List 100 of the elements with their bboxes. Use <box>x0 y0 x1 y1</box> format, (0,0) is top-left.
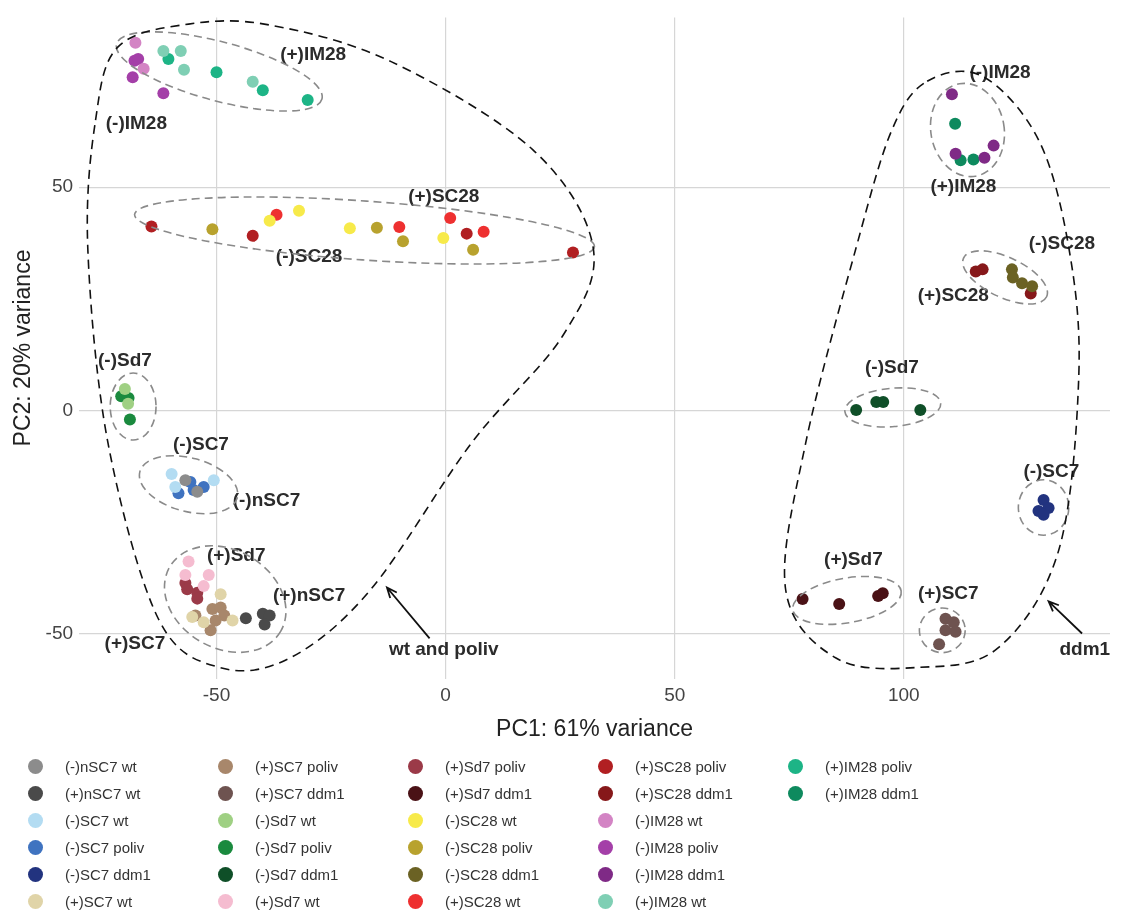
annotation: (-)SC28 <box>1028 231 1096 253</box>
point <box>978 151 991 164</box>
point <box>214 588 227 601</box>
annotation: (-)Sd7 <box>864 355 919 377</box>
point <box>179 568 192 581</box>
annotation: (+)IM28 <box>930 174 997 196</box>
point <box>206 223 219 236</box>
x-axis-title: PC1: 61% variance <box>496 714 693 741</box>
annotation: (+)SC28 <box>408 184 480 206</box>
legend-label: (-)nSC7 wt <box>65 758 137 775</box>
legend-label: (+)IM28 poliv <box>825 758 913 775</box>
point <box>157 44 170 57</box>
point <box>460 227 473 240</box>
legend-label: (+)SC28 ddm1 <box>635 785 733 802</box>
annotation: (+)IM28 <box>280 43 347 65</box>
legend-label: (+)SC28 wt <box>445 893 521 910</box>
point <box>182 555 195 568</box>
annotation: (-)IM28 <box>105 111 167 133</box>
annotation: (-)IM28 <box>969 61 1031 83</box>
legend-label: (-)Sd7 poliv <box>255 839 332 856</box>
point <box>477 225 490 238</box>
point <box>949 147 962 160</box>
point <box>933 638 946 651</box>
y-axis-title: PC2: 20% variance <box>9 249 36 447</box>
legend-label: (+)Sd7 poliv <box>445 758 526 775</box>
legend-label: (+)IM28 wt <box>635 893 707 910</box>
point <box>197 616 210 629</box>
point <box>370 221 383 234</box>
legend-label: (+)Sd7 ddm1 <box>445 785 533 802</box>
point <box>132 52 145 65</box>
point <box>246 229 259 242</box>
point <box>444 211 457 224</box>
point <box>177 63 190 76</box>
annotation: (+)SC7 <box>104 631 166 653</box>
point <box>393 220 406 233</box>
point <box>976 263 989 276</box>
x-tick-label: 0 <box>440 684 451 706</box>
point <box>263 214 276 227</box>
annotation: (+)Sd7 <box>206 543 266 565</box>
point <box>202 568 215 581</box>
point <box>876 587 889 600</box>
annotation: (-)nSC7 <box>232 488 301 510</box>
legend-label: (-)SC7 poliv <box>65 839 145 856</box>
point <box>123 413 136 426</box>
annotation: (+)SC7 <box>917 582 979 604</box>
point <box>191 485 204 498</box>
legend-label: (+)SC7 ddm1 <box>255 785 345 802</box>
legend-label: (+)SC7 wt <box>65 893 133 910</box>
point <box>256 84 269 97</box>
point <box>967 153 980 166</box>
point <box>467 243 480 256</box>
point <box>118 383 131 396</box>
y-tick-label: 50 <box>51 175 74 197</box>
annotation: (+)Sd7 <box>824 548 883 570</box>
annotation: (+)SC28 <box>917 284 989 306</box>
point <box>987 139 1000 152</box>
point <box>1026 280 1039 293</box>
legend-label: (-)SC28 poliv <box>445 839 533 856</box>
point <box>945 88 958 101</box>
legend-label: (-)SC28 ddm1 <box>445 866 540 883</box>
point <box>949 117 962 130</box>
legend-label: (-)SC28 wt <box>445 812 517 829</box>
point <box>567 246 579 259</box>
x-tick-label: 100 <box>887 684 920 706</box>
point <box>157 87 170 100</box>
point <box>397 235 410 248</box>
legend-label: (+)SC7 poliv <box>255 758 338 775</box>
point <box>169 480 182 493</box>
x-tick-label: -50 <box>202 684 231 706</box>
point <box>179 474 192 487</box>
point <box>1016 277 1029 290</box>
annotation: ddm1 <box>1059 638 1111 660</box>
legend-label: (+)IM28 ddm1 <box>825 785 919 802</box>
point <box>437 232 450 245</box>
point <box>210 66 223 79</box>
legend-label: (+)SC28 poliv <box>635 758 727 775</box>
legend-label: (-)SC7 ddm1 <box>65 866 151 883</box>
point <box>209 614 222 627</box>
point <box>226 614 239 627</box>
point <box>181 583 194 596</box>
point <box>343 222 356 235</box>
legend-label: (-)IM28 ddm1 <box>635 866 726 883</box>
point <box>129 36 142 49</box>
point <box>949 625 962 638</box>
y-tick-label: 0 <box>62 398 74 420</box>
legend-label: (-)IM28 poliv <box>635 839 719 856</box>
annotation: (+)nSC7 <box>272 583 346 605</box>
point <box>137 62 150 75</box>
annotation: (-)SC7 <box>172 433 229 455</box>
point <box>850 404 863 417</box>
point <box>258 618 271 631</box>
legend-label: (+)Sd7 wt <box>255 893 320 910</box>
point <box>197 580 210 593</box>
point <box>174 44 187 57</box>
point <box>301 94 314 107</box>
annotation: (-)SC28 <box>275 245 343 267</box>
legend-label: (-)SC7 wt <box>65 812 129 829</box>
point <box>207 474 220 487</box>
point <box>833 597 846 610</box>
point <box>293 204 305 217</box>
